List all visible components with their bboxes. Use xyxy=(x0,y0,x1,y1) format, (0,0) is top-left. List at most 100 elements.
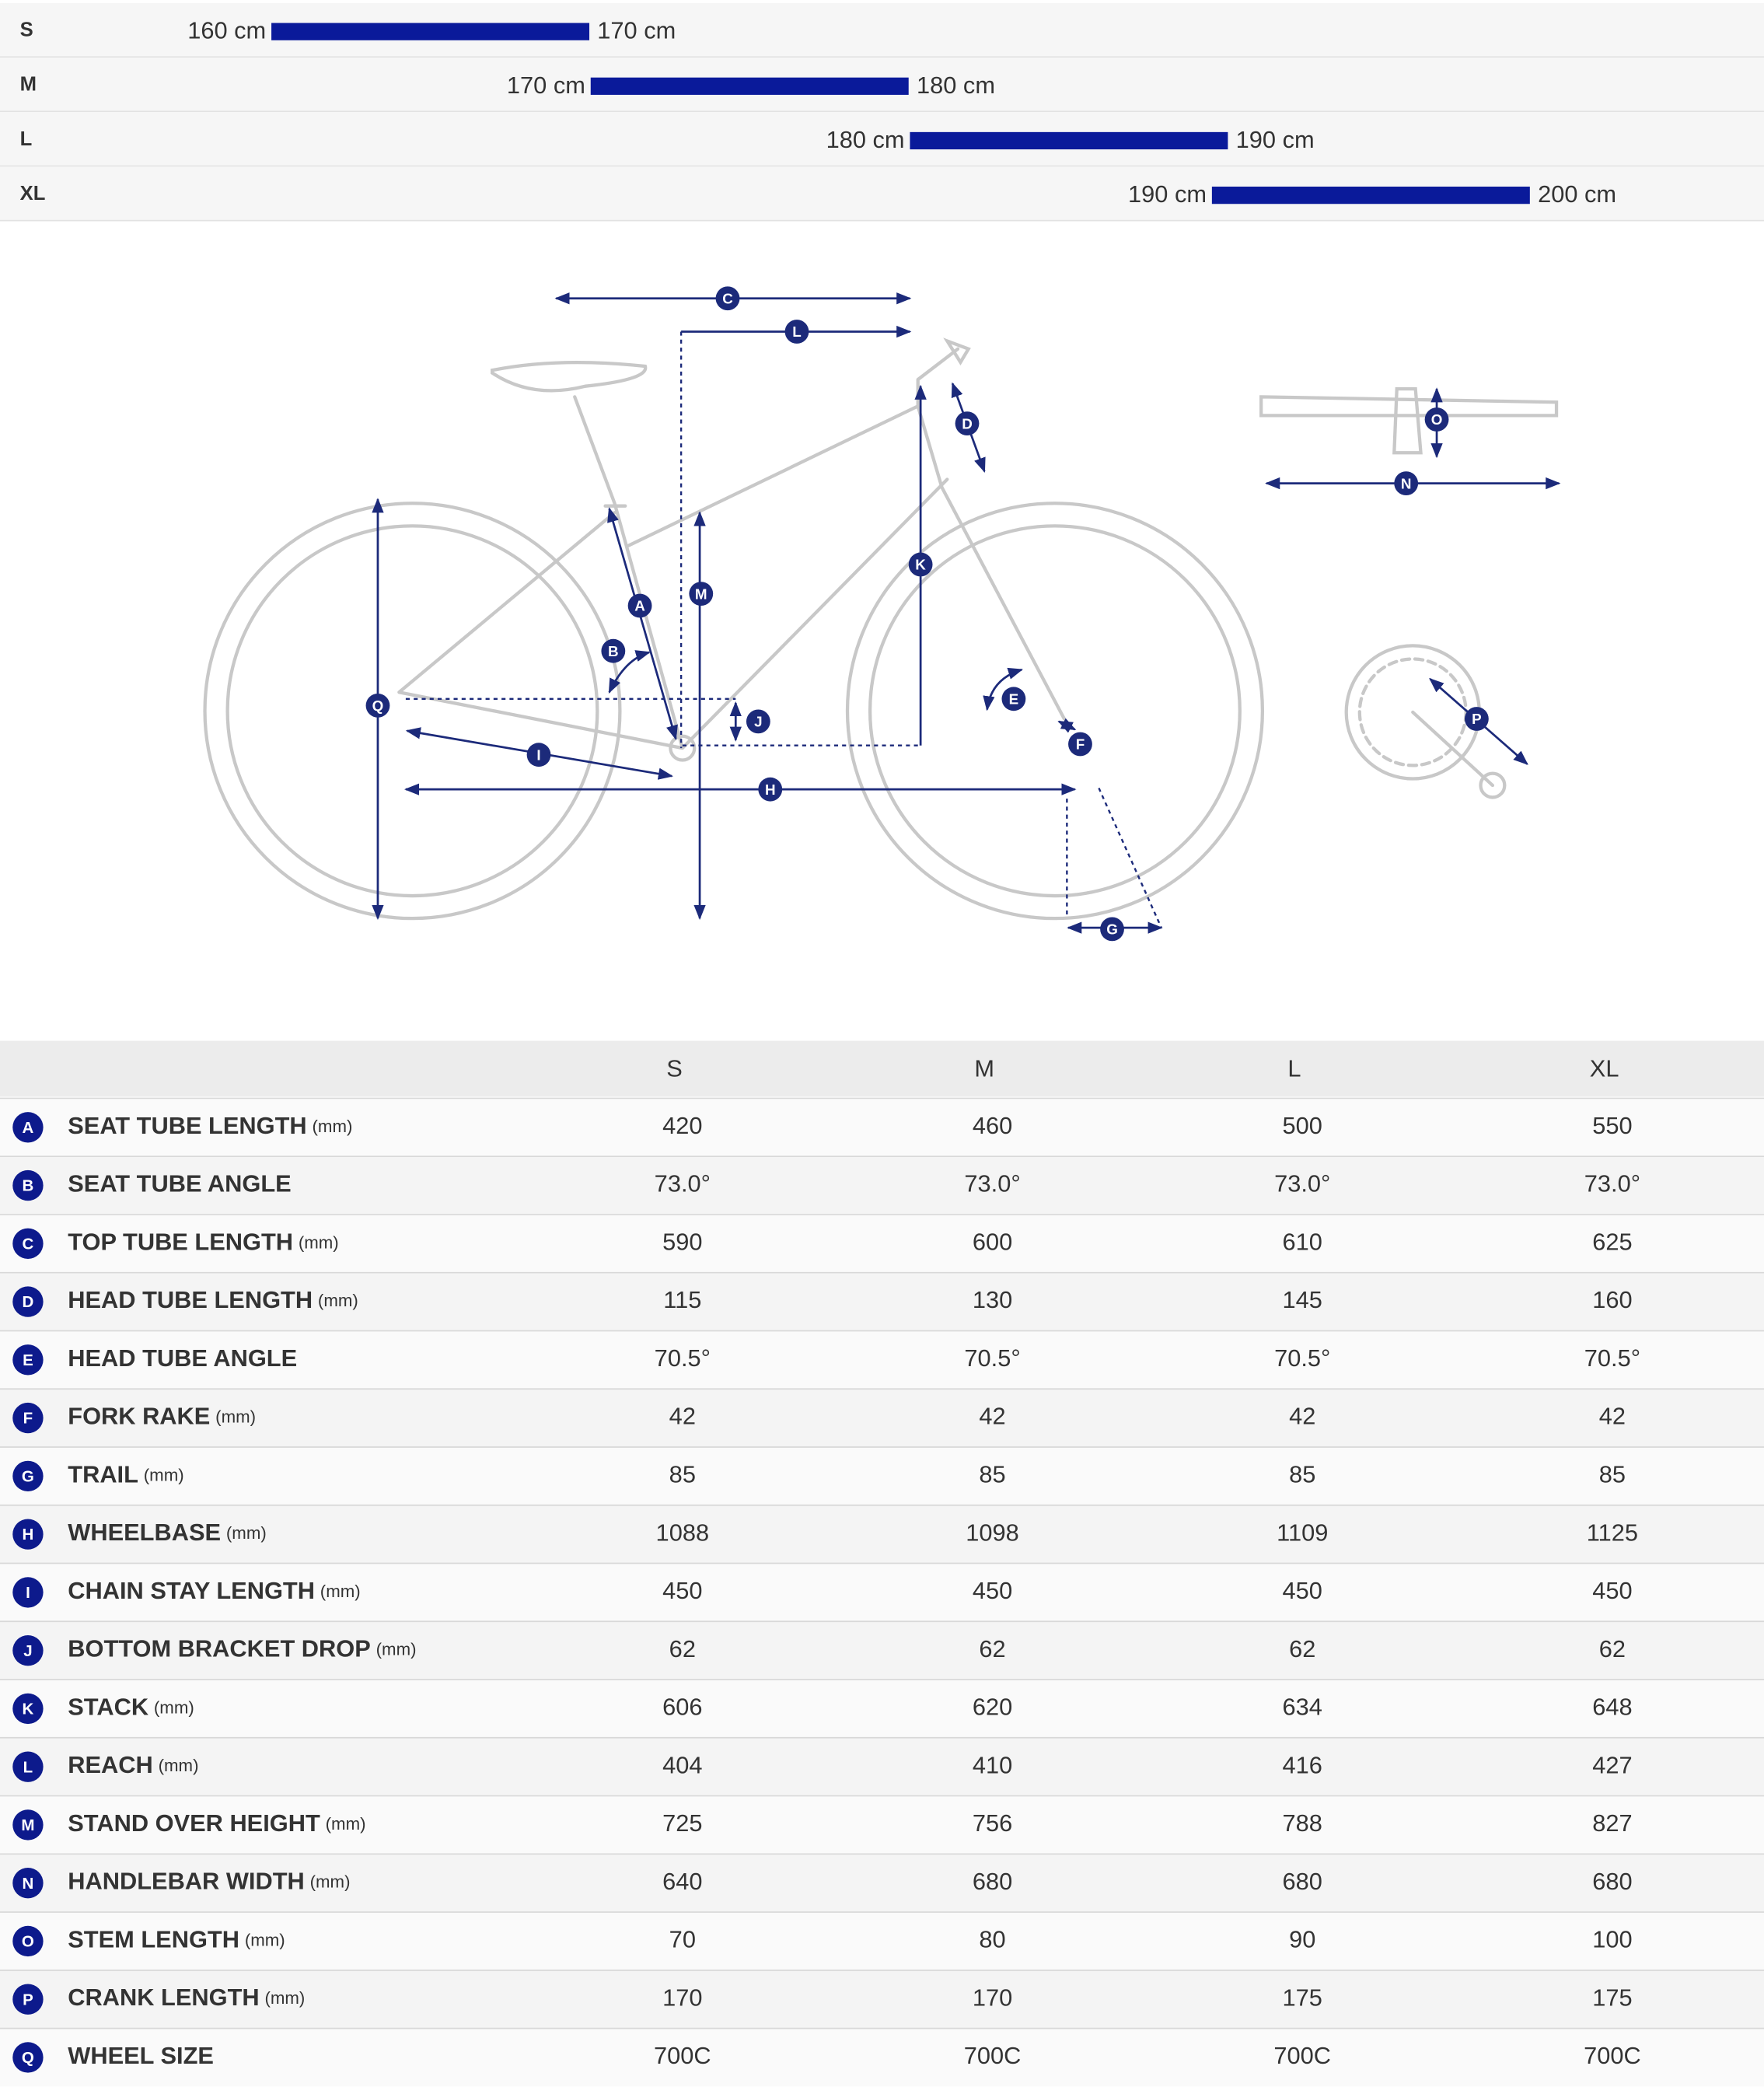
diagram-letter: O xyxy=(1431,411,1443,428)
diagram-badge xyxy=(1100,917,1124,942)
height-max: 190 cm xyxy=(1236,126,1315,153)
table-header xyxy=(0,1040,1764,1097)
cell-value: 85 xyxy=(1599,1461,1626,1488)
diagram-badge xyxy=(1394,471,1419,496)
row-name-text: CHAIN STAY LENGTH xyxy=(68,1577,315,1604)
table-row xyxy=(0,1563,1764,1622)
diagram-badge xyxy=(746,709,770,734)
cell-value: 85 xyxy=(979,1461,1005,1488)
cell-value: 85 xyxy=(1289,1461,1315,1488)
diagram-badge xyxy=(627,593,652,618)
row-name-text: STEM LENGTH xyxy=(68,1926,239,1953)
row-letter: F xyxy=(23,1410,33,1428)
row-badge xyxy=(12,1402,44,1434)
row-unit: (mm) xyxy=(299,1232,339,1252)
cell-value: 680 xyxy=(1592,1868,1632,1895)
diagram-badge xyxy=(955,411,980,435)
row-letter: H xyxy=(23,1526,34,1543)
row-unit: (mm) xyxy=(310,1872,351,1892)
cell-value: 73.0° xyxy=(964,1170,1020,1197)
column-header: S xyxy=(666,1054,683,1082)
cell-value: 427 xyxy=(1592,1751,1632,1778)
row-name-text: REACH xyxy=(68,1751,153,1778)
cell-value: 590 xyxy=(662,1228,702,1255)
cell-value: 130 xyxy=(973,1286,1012,1313)
row-name: STACK (mm) xyxy=(68,1694,194,1721)
table-row xyxy=(0,1214,1764,1273)
cell-value: 100 xyxy=(1592,1926,1632,1953)
cell-value: 145 xyxy=(1283,1286,1322,1313)
row-letter: K xyxy=(23,1701,34,1718)
row-badge xyxy=(12,1228,44,1260)
cell-value: 410 xyxy=(973,1751,1012,1778)
row-unit: (mm) xyxy=(215,1407,256,1426)
row-badge xyxy=(12,1868,44,1899)
cell-value: 42 xyxy=(979,1403,1005,1430)
row-unit: (mm) xyxy=(320,1582,361,1601)
cell-value: 62 xyxy=(669,1635,696,1662)
diagram-letter: H xyxy=(765,781,776,798)
size-label: L xyxy=(20,128,33,150)
diagram-badge xyxy=(1001,687,1026,711)
cell-value: 450 xyxy=(662,1577,702,1604)
column-header: L xyxy=(1287,1054,1301,1082)
cell-value: 170 xyxy=(973,1984,1012,2011)
row-name-text: HEAD TUBE ANGLE xyxy=(68,1344,297,1372)
diagram-badge xyxy=(715,286,740,311)
cell-value: 404 xyxy=(662,1751,702,1778)
diagram-letter: K xyxy=(915,557,926,573)
row-letter: C xyxy=(23,1235,34,1253)
table-row xyxy=(0,1795,1764,1855)
table-row xyxy=(0,1680,1764,1738)
cell-value: 680 xyxy=(973,1868,1012,1895)
cell-value: 73.0° xyxy=(1584,1170,1640,1197)
table-row xyxy=(0,1272,1764,1331)
cell-value: 610 xyxy=(1283,1228,1322,1255)
row-unit: (mm) xyxy=(264,1988,305,2008)
cell-value: 70 xyxy=(669,1926,696,1953)
row-name: SEAT TUBE LENGTH (mm) xyxy=(68,1112,352,1139)
diagram-letter: N xyxy=(1401,475,1412,491)
row-name-text: SEAT TUBE ANGLE xyxy=(68,1170,291,1197)
row-name: CRANK LENGTH (mm) xyxy=(68,1984,305,2011)
cell-value: 85 xyxy=(669,1461,696,1488)
cell-value: 90 xyxy=(1289,1926,1315,1953)
bike-drawing xyxy=(203,337,1559,921)
row-unit: (mm) xyxy=(159,1756,199,1775)
table-row xyxy=(0,1389,1764,1447)
row-name-text: STAND OVER HEIGHT xyxy=(68,1809,320,1837)
diagram-badge xyxy=(908,552,933,577)
cell-value: 175 xyxy=(1592,1984,1632,2011)
diagram-badge xyxy=(1424,407,1449,432)
table-row xyxy=(0,1621,1764,1680)
table-row xyxy=(0,1330,1764,1390)
row-letter: E xyxy=(23,1351,33,1369)
cell-value: 1125 xyxy=(1587,1519,1638,1546)
diagram-letter: Q xyxy=(372,697,384,714)
diagram-letter: P xyxy=(1472,711,1482,727)
diagram-letter: B xyxy=(608,643,619,659)
row-name: FORK RAKE (mm) xyxy=(68,1403,256,1430)
height-min: 160 cm xyxy=(187,17,266,44)
row-name: WHEELBASE (mm) xyxy=(68,1519,266,1546)
diagram-badge xyxy=(689,582,714,607)
row-badge xyxy=(12,1112,44,1143)
diagram-letter: J xyxy=(754,714,762,730)
cell-value: 1088 xyxy=(656,1519,710,1546)
row-letter: D xyxy=(23,1293,34,1311)
row-letter: O xyxy=(22,1933,34,1951)
cell-value: 416 xyxy=(1283,1751,1322,1778)
dimension-lines xyxy=(372,292,1561,934)
table-row xyxy=(0,1737,1764,1796)
cell-value: 600 xyxy=(973,1228,1012,1255)
cell-value: 70.5° xyxy=(1584,1344,1640,1372)
row-name-text: BOTTOM BRACKET DROP xyxy=(68,1635,371,1662)
size-label: M xyxy=(20,74,37,96)
table-row xyxy=(0,1912,1764,1970)
column-header: XL xyxy=(1590,1054,1619,1082)
cell-value: 70.5° xyxy=(964,1344,1020,1372)
column-header: M xyxy=(974,1054,994,1082)
table-row xyxy=(0,1970,1764,2029)
height-max: 200 cm xyxy=(1538,180,1616,208)
